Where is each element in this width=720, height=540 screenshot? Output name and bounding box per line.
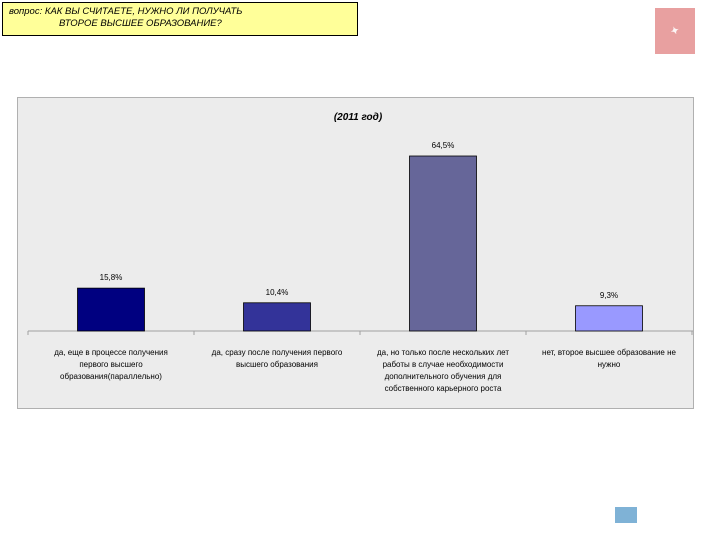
category-label: да, еще в процессе получения первого высш… xyxy=(54,348,168,381)
bar xyxy=(409,155,477,332)
brand-logo: ✦ xyxy=(655,8,695,54)
data-label: 64,5% xyxy=(432,141,455,150)
categories-group: да, еще в процессе получения первого высш… xyxy=(54,348,676,393)
brand-logo-mark: ✦ xyxy=(669,24,681,38)
bars-group xyxy=(77,155,643,332)
question-line-2: ВТОРОЕ ВЫСШЕЕ ОБРАЗОВАНИЕ? xyxy=(59,18,222,29)
category-label: да, но только после нескольких лет работы… xyxy=(377,348,509,393)
ticks-group xyxy=(27,331,693,335)
bar xyxy=(575,305,643,332)
question-box: вопрос: КАК ВЫ СЧИТАЕТЕ, НУЖНО ЛИ ПОЛУЧА… xyxy=(2,2,358,36)
chart-panel: (2011 год) 15,8% 10,4% 64,5% 9,3% да, еще в… xyxy=(17,97,694,409)
footer-logo-icon xyxy=(615,507,637,523)
question-line-1: вопрос: КАК ВЫ СЧИТАЕТЕ, НУЖНО ЛИ ПОЛУЧА… xyxy=(9,6,243,17)
data-label: 10,4% xyxy=(266,288,289,297)
bar xyxy=(243,302,311,332)
footer-logo xyxy=(615,505,697,527)
data-label: 15,8% xyxy=(100,273,123,282)
labels-group: 15,8% 10,4% 64,5% 9,3% xyxy=(100,141,618,300)
bar xyxy=(77,287,145,332)
data-label: 9,3% xyxy=(600,291,618,300)
category-label: да, сразу после получения первого высшего… xyxy=(212,348,343,369)
category-label: нет, второе высшее образование не нужно xyxy=(542,348,676,369)
chart-title: (2011 год) xyxy=(334,112,383,123)
bar-chart: (2011 год) 15,8% 10,4% 64,5% 9,3% да, еще в… xyxy=(27,112,693,393)
